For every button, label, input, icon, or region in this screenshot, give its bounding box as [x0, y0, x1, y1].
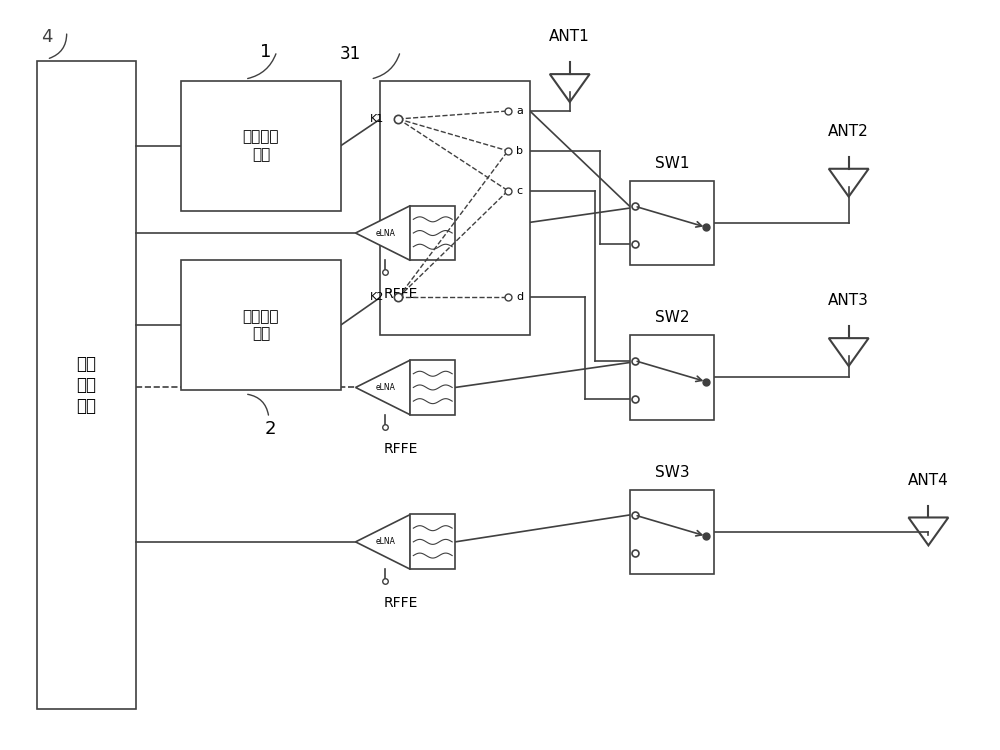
- Text: eLNA: eLNA: [376, 383, 396, 392]
- Bar: [410, 360, 455, 415]
- Text: 第一射频
模组: 第一射频 模组: [243, 130, 279, 162]
- Bar: [630, 490, 714, 574]
- Polygon shape: [356, 206, 410, 260]
- Text: RFFE: RFFE: [383, 287, 418, 302]
- Bar: [410, 514, 455, 569]
- Text: RFFE: RFFE: [383, 442, 418, 456]
- Text: SW3: SW3: [655, 464, 689, 479]
- Bar: [630, 181, 714, 266]
- Polygon shape: [356, 360, 410, 415]
- Text: ANT1: ANT1: [549, 29, 590, 44]
- Text: 4: 4: [41, 28, 52, 46]
- Text: ANT2: ANT2: [828, 124, 869, 139]
- Text: 31: 31: [340, 45, 361, 63]
- Text: K2: K2: [370, 292, 384, 302]
- Text: c: c: [516, 186, 522, 196]
- Bar: [380, 81, 530, 335]
- Bar: [410, 206, 455, 260]
- Bar: [37, 62, 136, 709]
- Bar: [181, 81, 341, 211]
- Text: eLNA: eLNA: [376, 229, 396, 238]
- Text: 1: 1: [260, 44, 272, 62]
- Text: a: a: [516, 106, 523, 116]
- Text: eLNA: eLNA: [376, 538, 396, 547]
- Text: d: d: [516, 292, 523, 302]
- Polygon shape: [356, 514, 410, 569]
- Text: 射频
收发
模组: 射频 收发 模组: [77, 356, 97, 415]
- Text: ANT3: ANT3: [828, 293, 869, 308]
- Bar: [630, 335, 714, 420]
- Text: 2: 2: [265, 420, 277, 438]
- Text: SW2: SW2: [655, 310, 689, 326]
- Text: K1: K1: [370, 114, 384, 124]
- Text: SW1: SW1: [655, 156, 689, 171]
- Text: 第二射频
模组: 第二射频 模组: [243, 309, 279, 341]
- Text: b: b: [516, 146, 523, 156]
- Bar: [181, 260, 341, 390]
- Text: RFFE: RFFE: [383, 596, 418, 610]
- Text: ANT4: ANT4: [908, 472, 949, 488]
